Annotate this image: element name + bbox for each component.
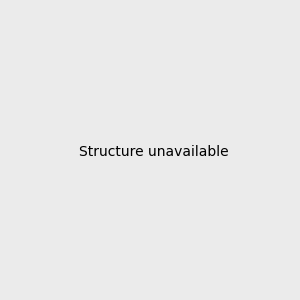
Text: Structure unavailable: Structure unavailable (79, 145, 229, 158)
